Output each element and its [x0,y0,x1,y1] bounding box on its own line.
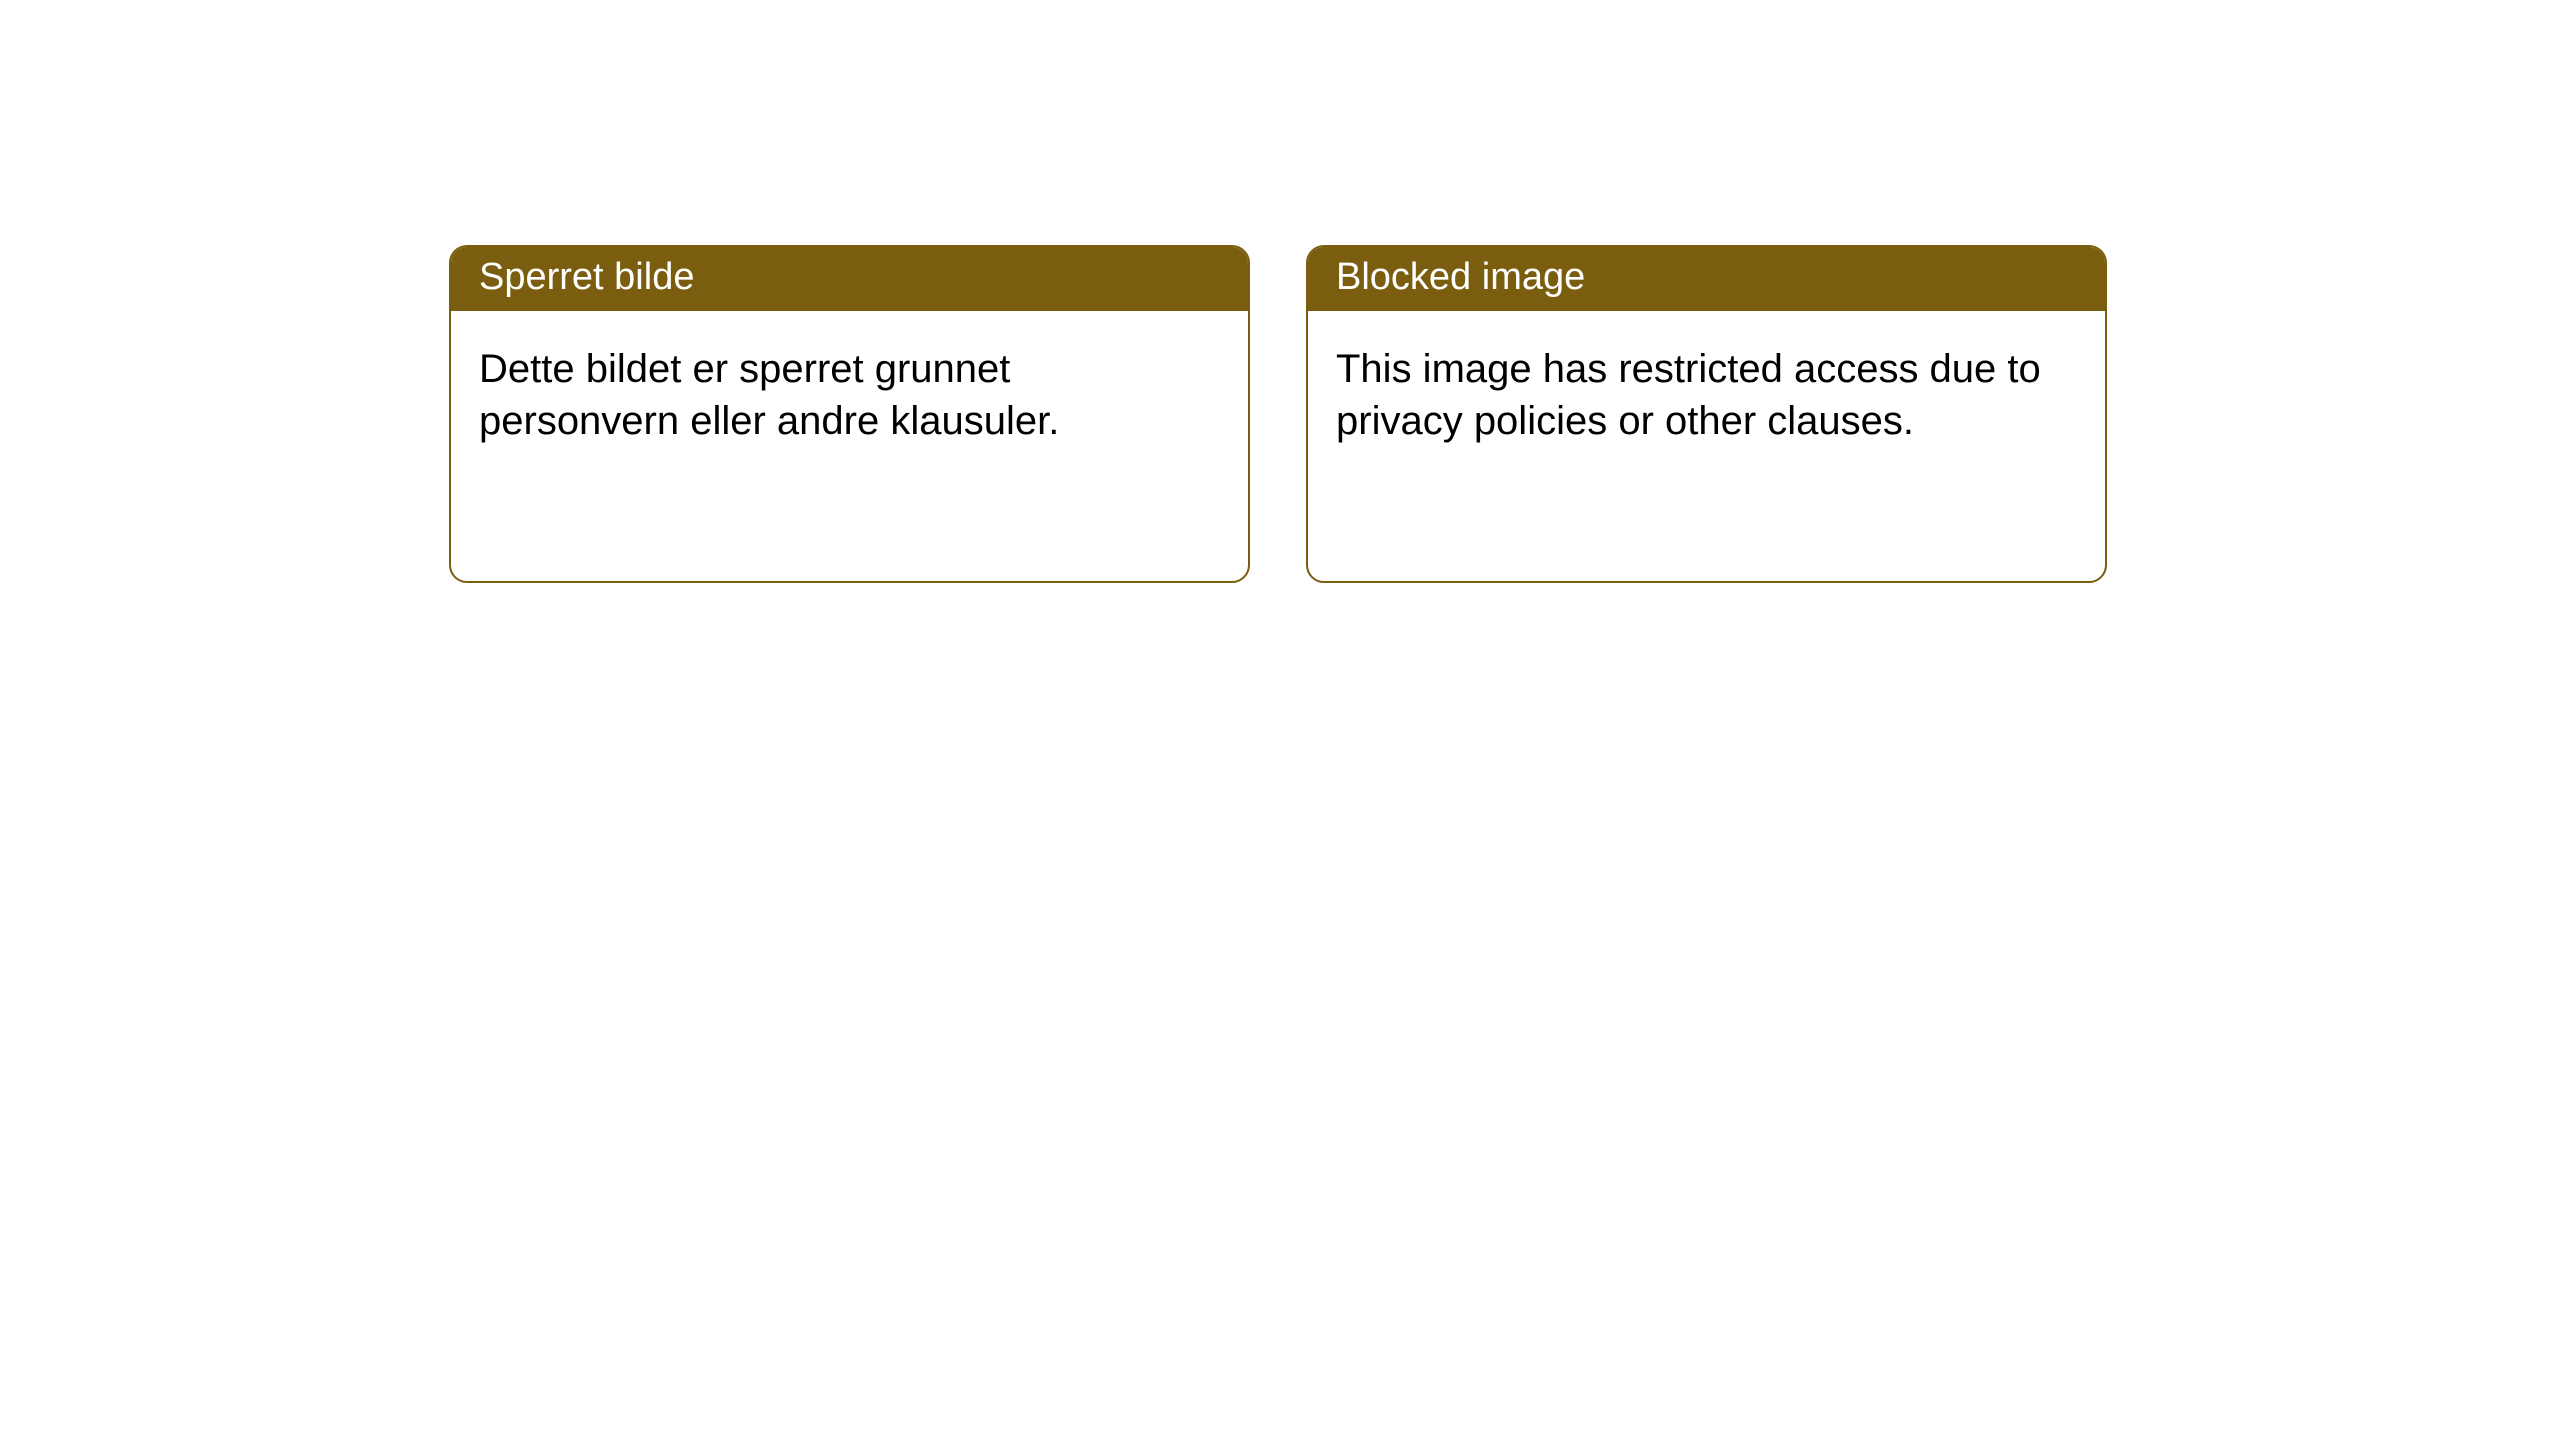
notice-box-en: Blocked image This image has restricted … [1306,245,2107,583]
notice-body-no: Dette bildet er sperret grunnet personve… [451,311,1248,479]
notice-header-en: Blocked image [1308,247,2105,311]
notice-header-no: Sperret bilde [451,247,1248,311]
notice-container: Sperret bilde Dette bildet er sperret gr… [449,245,2107,583]
notice-box-no: Sperret bilde Dette bildet er sperret gr… [449,245,1250,583]
notice-body-en: This image has restricted access due to … [1308,311,2105,479]
